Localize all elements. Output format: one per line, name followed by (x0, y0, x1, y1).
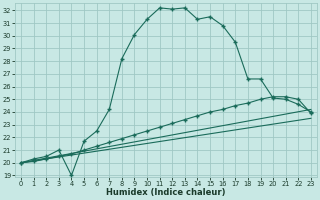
X-axis label: Humidex (Indice chaleur): Humidex (Indice chaleur) (106, 188, 226, 197)
